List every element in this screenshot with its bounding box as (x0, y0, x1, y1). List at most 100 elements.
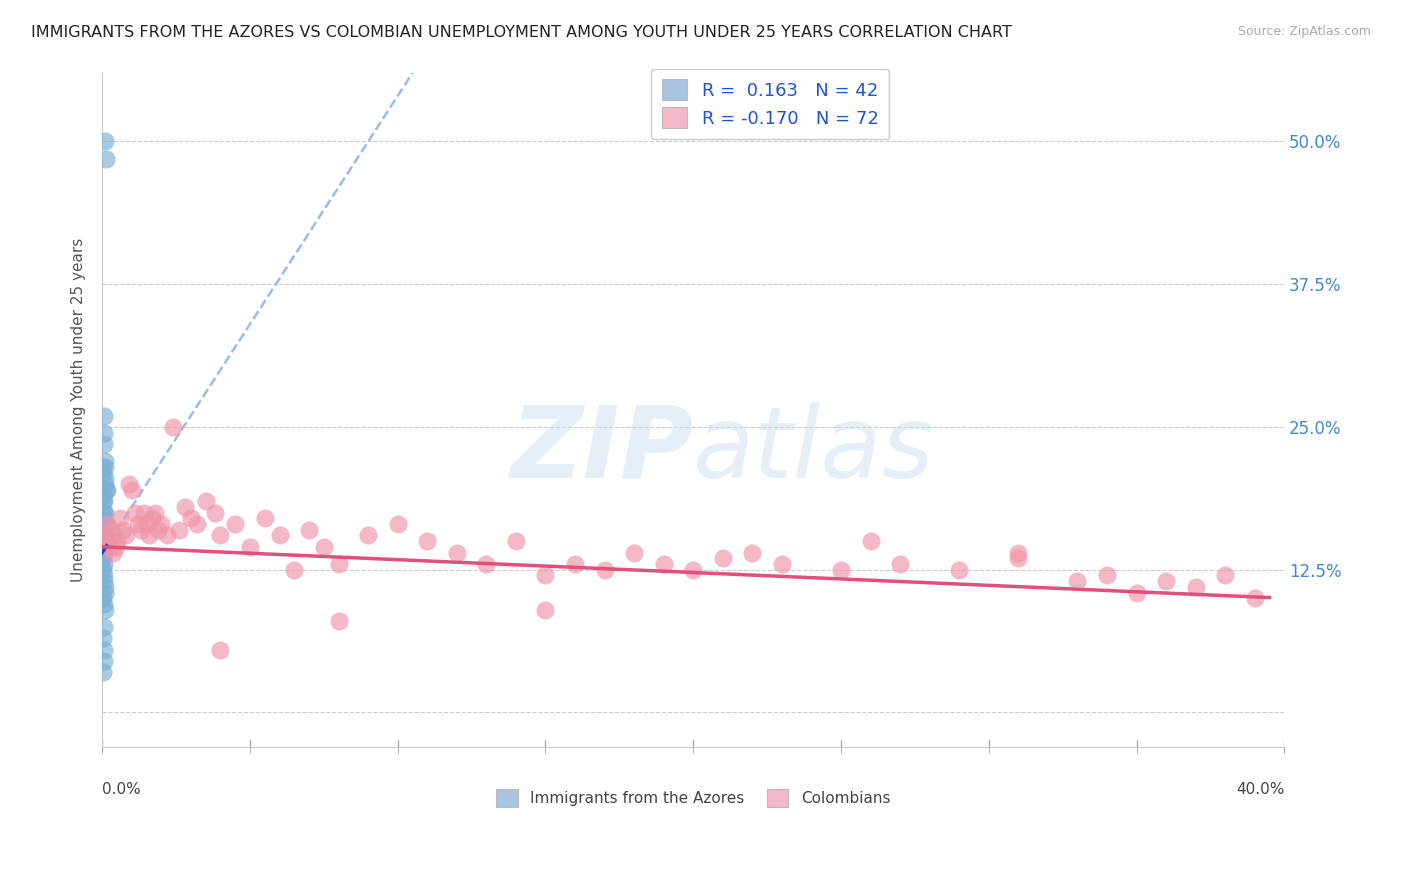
Point (145, 506, 167, 520)
Point (93, 534, 115, 549)
Point (135, 516, 157, 531)
Point (505, 534, 527, 549)
Text: IMMIGRANTS FROM THE AZORES VS COLOMBIAN UNEMPLOYMENT AMONG YOUTH UNDER 25 YEARS : IMMIGRANTS FROM THE AZORES VS COLOMBIAN … (31, 25, 1012, 40)
Point (94, 459, 117, 474)
Point (194, 494, 217, 508)
Point (209, 642, 232, 657)
Point (105, 534, 128, 549)
Point (93, 557, 115, 571)
Legend: Immigrants from the Azores, Colombians: Immigrants from the Azores, Colombians (491, 783, 896, 814)
Point (93, 545, 115, 559)
Point (623, 545, 645, 559)
Point (91, 528, 114, 542)
Point (475, 557, 498, 571)
Point (298, 523, 321, 537)
Point (148, 523, 170, 537)
Point (93, 466, 115, 480)
Point (180, 511, 202, 525)
Point (446, 545, 468, 559)
Point (93, 523, 115, 537)
Point (91, 494, 114, 508)
Point (91, 459, 114, 474)
Point (564, 557, 586, 571)
Point (94, 528, 117, 542)
Point (162, 420, 184, 434)
Point (186, 516, 208, 531)
Point (93, 511, 115, 525)
Point (174, 500, 197, 514)
Point (1007, 551, 1029, 566)
Point (104, 540, 127, 554)
Point (1125, 585, 1147, 599)
Point (652, 557, 675, 571)
Point (312, 540, 335, 554)
Point (101, 545, 124, 559)
Point (138, 528, 160, 542)
Point (93, 437, 115, 451)
Point (103, 528, 125, 542)
Point (93, 665, 115, 680)
Point (534, 568, 557, 582)
Point (93, 597, 115, 611)
Point (93, 568, 115, 582)
Point (121, 483, 143, 497)
Point (682, 563, 704, 577)
Point (94, 516, 117, 531)
Point (111, 523, 134, 537)
Point (93, 488, 115, 502)
Point (1243, 591, 1265, 606)
Point (224, 516, 246, 531)
Point (1007, 545, 1029, 559)
Text: atlas: atlas (693, 401, 935, 499)
Text: Source: ZipAtlas.com: Source: ZipAtlas.com (1237, 25, 1371, 38)
Point (124, 506, 146, 520)
Point (93, 580, 115, 594)
Point (93, 591, 115, 606)
Point (94, 602, 117, 616)
Point (98, 540, 121, 554)
Point (94, 152, 117, 166)
Point (416, 534, 439, 549)
Point (1095, 568, 1118, 582)
Text: ZIP: ZIP (510, 401, 693, 499)
Point (156, 528, 179, 542)
Point (150, 516, 173, 531)
Point (830, 563, 852, 577)
Y-axis label: Unemployment Among Youth under 25 years: Unemployment Among Youth under 25 years (72, 237, 86, 582)
Point (118, 477, 141, 491)
Point (93, 620, 115, 634)
Point (889, 557, 911, 571)
Point (129, 523, 152, 537)
Point (115, 528, 138, 542)
Point (711, 551, 734, 566)
Point (1066, 574, 1088, 588)
Point (108, 511, 131, 525)
Point (167, 523, 190, 537)
Point (328, 557, 350, 571)
Point (91, 563, 114, 577)
Point (94, 483, 117, 497)
Point (127, 516, 149, 531)
Point (387, 516, 409, 531)
Point (534, 602, 557, 616)
Point (253, 511, 276, 525)
Point (94, 477, 117, 491)
Point (93, 654, 115, 668)
Point (93, 425, 115, 440)
Point (741, 545, 763, 559)
Point (770, 557, 793, 571)
Text: 0.0%: 0.0% (103, 781, 141, 797)
Point (357, 528, 380, 542)
Point (239, 540, 262, 554)
Point (209, 528, 232, 542)
Point (132, 506, 155, 520)
Point (93, 642, 115, 657)
Point (859, 534, 882, 549)
Point (93, 135, 115, 149)
Point (94, 471, 117, 485)
Point (93, 540, 115, 554)
Point (283, 563, 305, 577)
Point (94, 585, 117, 599)
Point (96, 516, 118, 531)
Point (96, 483, 118, 497)
